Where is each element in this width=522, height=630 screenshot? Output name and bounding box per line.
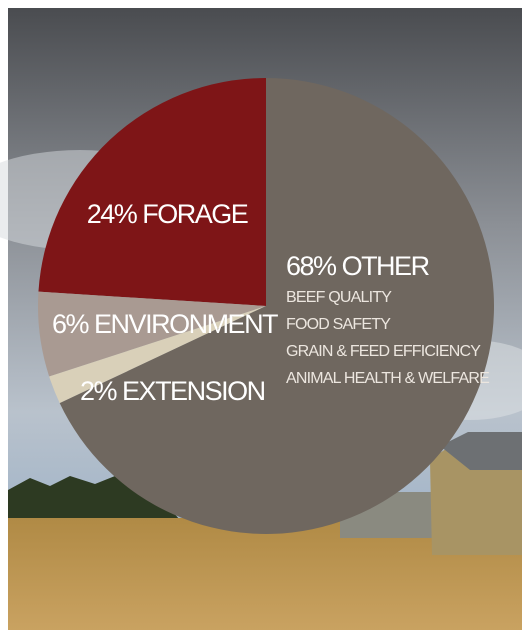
value-label: 6%: [52, 309, 90, 339]
annotation: BEEF QUALITY: [286, 289, 392, 306]
pie-slice: [59, 77, 495, 534]
category-label: ENVIRONMENT: [94, 309, 278, 339]
pie: [38, 77, 495, 534]
annotation: GRAIN & FEED EFFICIENCY: [286, 343, 481, 360]
annotation: ANIMAL HEALTH & WELFARE: [286, 370, 489, 387]
pie-slice: [49, 306, 266, 404]
category-label: FORAGE: [142, 199, 248, 229]
category-label: OTHER: [342, 251, 430, 281]
category-label: EXTENSION: [122, 376, 265, 406]
pie-slice: [38, 291, 266, 377]
annotation: FOOD SAFETY: [286, 316, 391, 333]
slice-label: 24% FORAGE: [87, 199, 248, 229]
pie-slice: [38, 78, 266, 306]
value-label: 68%: [286, 251, 337, 281]
slice-label: 2% EXTENSION: [80, 376, 265, 406]
slice-label: 6% ENVIRONMENT: [52, 309, 278, 339]
slice-label: 68% OTHER: [286, 251, 430, 281]
value-label: 24%: [87, 199, 138, 229]
labels: 24% FORAGE 6% ENVIRONMENT 2% EXTENSION 68% …: [52, 199, 490, 406]
value-label: 2%: [80, 376, 118, 406]
